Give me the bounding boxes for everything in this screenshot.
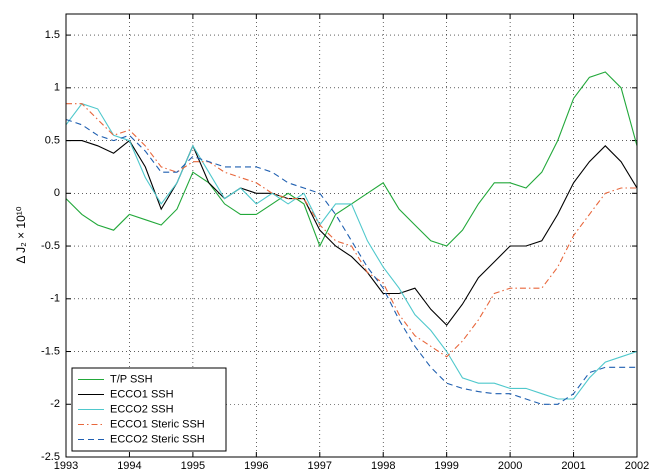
x-tick-label: 2001 bbox=[561, 460, 585, 472]
x-tick-label: 1997 bbox=[308, 460, 332, 472]
y-tick-label: 1.5 bbox=[45, 29, 60, 41]
x-tick-label: 1999 bbox=[434, 460, 458, 472]
y-tick-label: -0.5 bbox=[41, 240, 60, 252]
legend-label: T/P SSH bbox=[110, 373, 153, 385]
x-tick-label: 1998 bbox=[371, 460, 395, 472]
legend-label: ECCO1 SSH bbox=[110, 388, 174, 400]
x-tick-label: 2000 bbox=[498, 460, 522, 472]
x-tick-label: 1995 bbox=[181, 460, 205, 472]
legend-label: ECCO2 Steric SSH bbox=[110, 433, 205, 445]
data-line bbox=[66, 103, 637, 358]
data-line bbox=[66, 139, 638, 327]
legend-label: ECCO2 SSH bbox=[110, 403, 174, 415]
y-tick-label: 0.5 bbox=[45, 134, 60, 146]
x-tick-label: 2002 bbox=[625, 460, 649, 472]
y-tick-label: 1 bbox=[54, 82, 60, 94]
y-tick-label: -2 bbox=[50, 398, 60, 410]
x-tick-label: 1993 bbox=[54, 460, 78, 472]
y-tick-label: -1 bbox=[50, 293, 60, 305]
y-axis-label: Δ J₂ × 10¹⁰ bbox=[14, 206, 28, 263]
data-line bbox=[65, 103, 638, 400]
y-tick-label: -2.5 bbox=[41, 451, 60, 463]
legend-label: ECCO1 Steric SSH bbox=[110, 418, 205, 430]
x-tick-label: 1994 bbox=[117, 460, 141, 472]
y-tick-label: 0 bbox=[54, 187, 60, 199]
plot-frame bbox=[65, 13, 638, 458]
x-tick-label: 1996 bbox=[244, 460, 268, 472]
y-tick-label: -1.5 bbox=[41, 345, 60, 357]
